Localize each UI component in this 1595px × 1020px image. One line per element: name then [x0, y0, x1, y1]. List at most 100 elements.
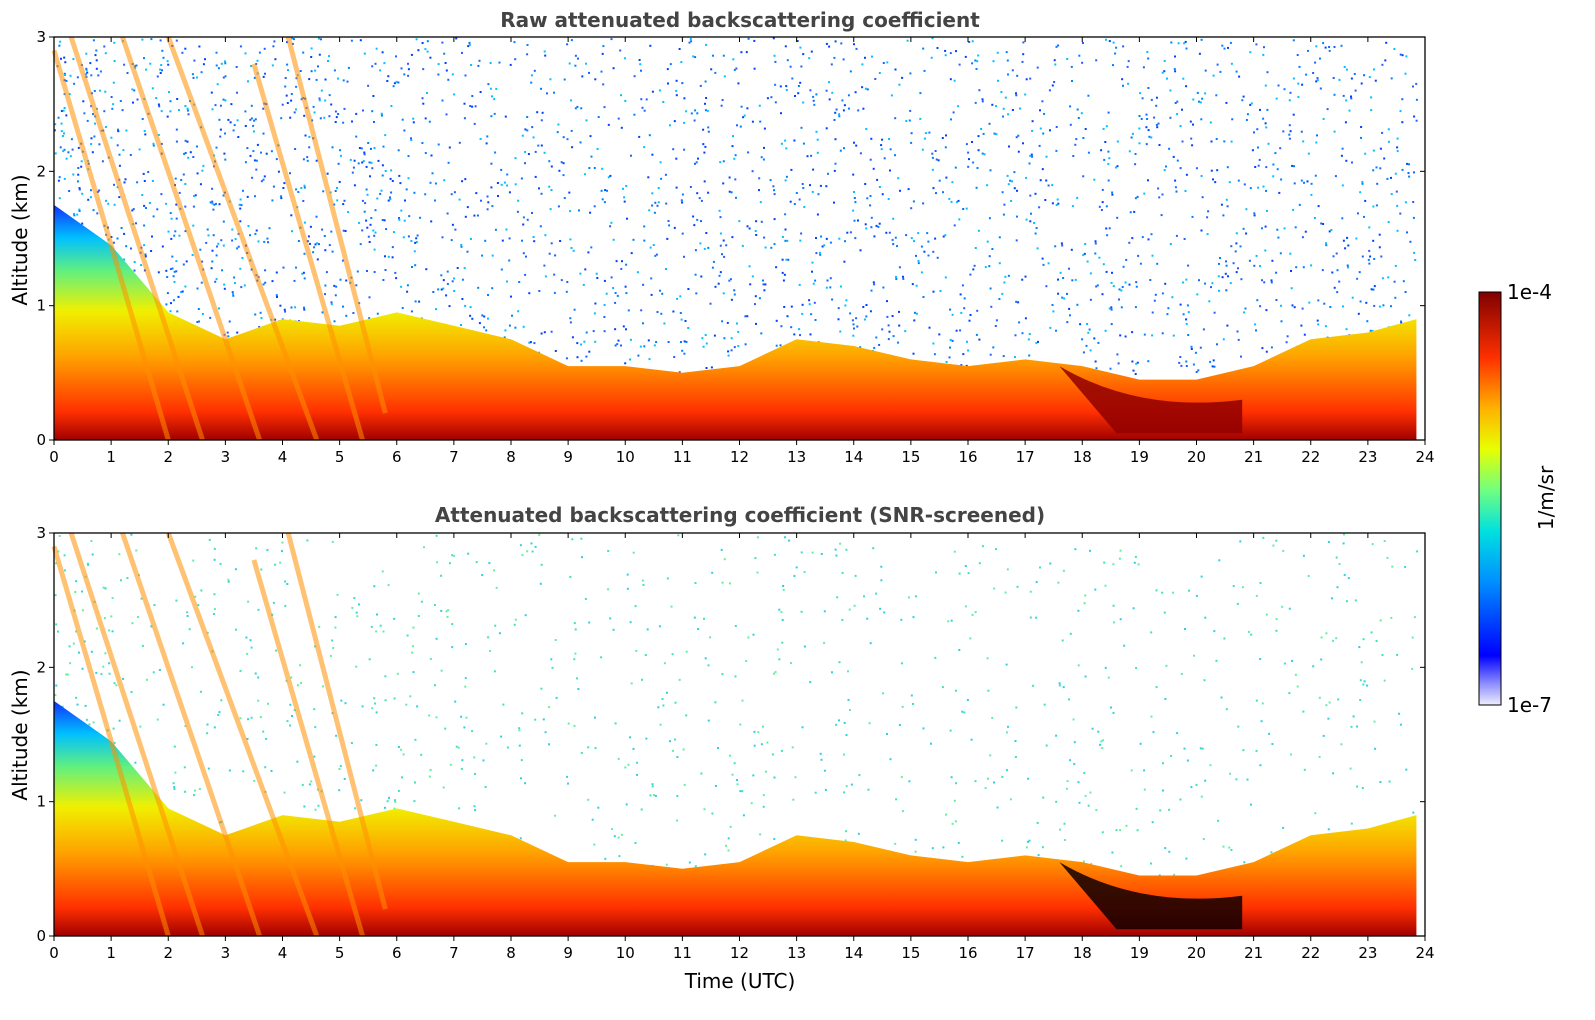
noise-pixel — [1110, 323, 1113, 326]
noise-pixel — [1069, 123, 1072, 126]
noise-pixel — [1413, 115, 1416, 118]
noise-pixel — [736, 779, 738, 781]
x-tick-label: 3 — [221, 448, 231, 466]
noise-pixel — [1324, 46, 1327, 49]
noise-pixel — [284, 85, 287, 88]
noise-pixel — [110, 615, 113, 618]
noise-pixel — [1262, 53, 1265, 56]
noise-pixel — [284, 77, 287, 79]
noise-pixel — [1320, 658, 1323, 661]
noise-pixel — [587, 251, 590, 254]
noise-pixel — [414, 241, 417, 244]
noise-pixel — [873, 235, 876, 238]
noise-pixel — [200, 589, 203, 592]
noise-pixel — [1302, 710, 1305, 713]
noise-pixel — [1379, 167, 1382, 170]
noise-pixel — [1160, 214, 1163, 217]
noise-pixel — [491, 205, 494, 208]
noise-pixel — [881, 328, 884, 331]
noise-pixel — [314, 726, 317, 729]
noise-pixel — [237, 136, 240, 138]
noise-pixel — [912, 703, 914, 705]
noise-pixel — [590, 246, 593, 249]
noise-pixel — [540, 192, 543, 195]
noise-pixel — [241, 257, 244, 259]
noise-pixel — [1408, 175, 1411, 178]
noise-pixel — [88, 723, 91, 726]
noise-pixel — [1119, 618, 1122, 621]
noise-pixel — [920, 271, 923, 274]
noise-pixel — [949, 78, 952, 81]
noise-pixel — [678, 48, 681, 50]
noise-pixel — [397, 789, 400, 792]
noise-pixel — [1077, 609, 1080, 612]
noise-pixel — [1276, 168, 1279, 171]
noise-pixel — [1079, 323, 1082, 326]
noise-pixel — [752, 774, 755, 777]
noise-pixel — [461, 51, 463, 54]
noise-pixel — [1255, 699, 1258, 702]
noise-pixel — [574, 64, 577, 67]
noise-pixel — [206, 723, 209, 726]
noise-pixel — [1078, 54, 1081, 57]
noise-pixel — [1158, 144, 1161, 146]
noise-pixel — [336, 187, 338, 189]
noise-pixel — [577, 688, 580, 690]
noise-pixel — [1119, 549, 1122, 552]
noise-pixel — [1158, 874, 1161, 877]
noise-pixel — [1134, 555, 1137, 558]
noise-pixel — [469, 314, 472, 317]
noise-pixel — [1342, 94, 1345, 97]
noise-pixel — [1275, 97, 1278, 100]
noise-pixel — [540, 119, 543, 122]
plot-area — [51, 532, 1419, 937]
noise-pixel — [184, 47, 187, 50]
noise-pixel — [1051, 184, 1054, 187]
noise-pixel — [1204, 616, 1207, 619]
noise-pixel — [704, 109, 707, 112]
noise-pixel — [220, 699, 223, 702]
noise-pixel — [1245, 232, 1248, 235]
noise-pixel — [104, 52, 107, 55]
noise-pixel — [1221, 276, 1224, 279]
noise-pixel — [919, 117, 922, 120]
noise-pixel — [476, 214, 479, 217]
noise-pixel — [647, 339, 650, 342]
noise-pixel — [625, 292, 628, 295]
noise-pixel — [493, 112, 496, 115]
noise-pixel — [902, 810, 904, 813]
x-tick-label: 22 — [1301, 448, 1320, 466]
noise-pixel — [1236, 330, 1239, 333]
noise-pixel — [825, 42, 828, 45]
noise-pixel — [993, 587, 996, 590]
noise-pixel — [534, 175, 537, 178]
noise-pixel — [643, 225, 646, 228]
noise-pixel — [843, 721, 846, 724]
noise-pixel — [393, 82, 396, 85]
noise-pixel — [1211, 282, 1214, 285]
noise-pixel — [315, 159, 318, 162]
noise-pixel — [1179, 303, 1182, 306]
noise-pixel — [728, 279, 731, 282]
noise-pixel — [845, 734, 848, 736]
noise-pixel — [1155, 104, 1158, 107]
noise-pixel — [1310, 182, 1313, 185]
noise-pixel — [362, 160, 365, 163]
noise-pixel — [910, 141, 913, 144]
noise-pixel — [1062, 277, 1065, 279]
noise-pixel — [996, 51, 999, 54]
noise-pixel — [1351, 296, 1354, 299]
noise-pixel — [672, 310, 675, 313]
noise-pixel — [974, 101, 977, 104]
noise-pixel — [222, 76, 225, 79]
noise-pixel — [385, 228, 388, 231]
noise-pixel — [931, 847, 934, 850]
residual-layer-streak — [251, 63, 365, 441]
noise-pixel — [504, 329, 507, 332]
noise-pixel — [436, 561, 439, 564]
noise-pixel — [1175, 190, 1178, 193]
noise-pixel — [1270, 281, 1273, 284]
noise-pixel — [303, 308, 306, 311]
noise-pixel — [75, 630, 77, 633]
noise-pixel — [239, 669, 242, 672]
